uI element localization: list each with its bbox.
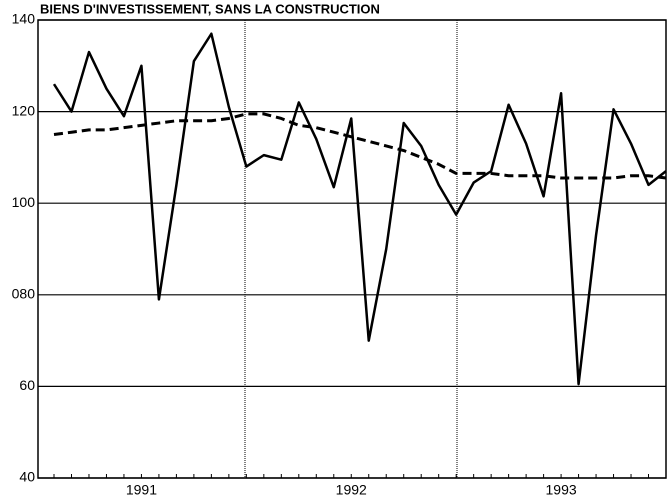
- x-tick-label: 1991: [126, 482, 157, 498]
- y-tick-label: 080: [12, 286, 36, 302]
- y-tick-label: 140: [12, 11, 36, 27]
- y-tick-label: 40: [19, 469, 35, 485]
- x-tick-label: 1993: [546, 482, 577, 498]
- series-line: [53, 112, 667, 180]
- x-tick-label: 1992: [336, 482, 367, 498]
- y-tick-label: 60: [19, 377, 35, 393]
- series-line: [52, 32, 667, 386]
- y-tick-label: 120: [12, 102, 36, 118]
- y-tick-label: 100: [12, 194, 36, 210]
- chart-title: BIENS D'INVESTISSEMENT, SANS LA CONSTRUC…: [40, 1, 380, 16]
